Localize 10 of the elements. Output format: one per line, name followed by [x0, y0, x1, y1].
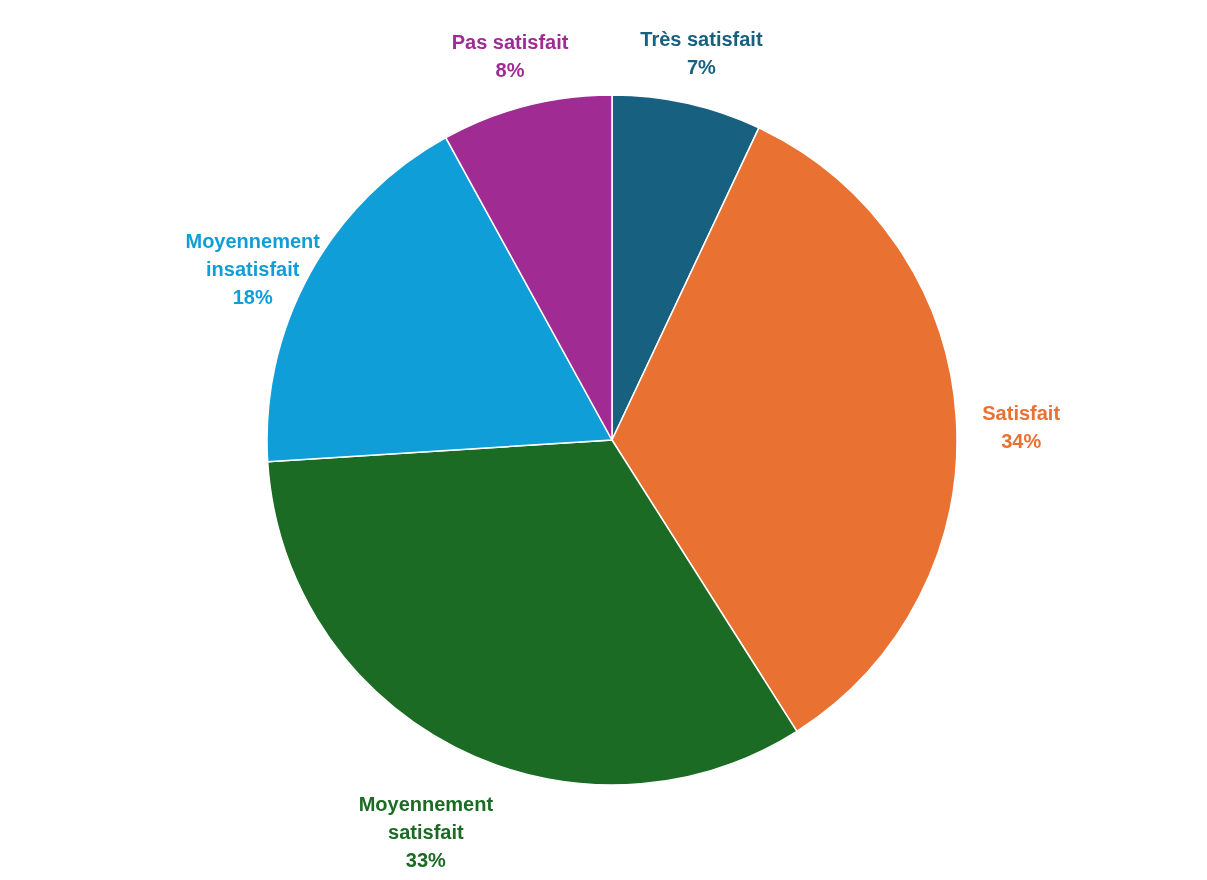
slice-label: Moyennement satisfait — [358, 793, 494, 844]
data-label: 33% — [405, 849, 447, 872]
slice-label: Satisfait — [982, 402, 1061, 425]
data-label: 7% — [686, 55, 717, 78]
data-label: 8% — [495, 58, 525, 81]
slice-label: Très satisfait — [640, 27, 763, 50]
data-label: 18% — [232, 286, 273, 309]
slice-label: Moyennement insatisfait — [185, 230, 321, 281]
slice-label: Pas satisfait — [451, 30, 569, 53]
data-label: 34% — [1001, 430, 1042, 453]
